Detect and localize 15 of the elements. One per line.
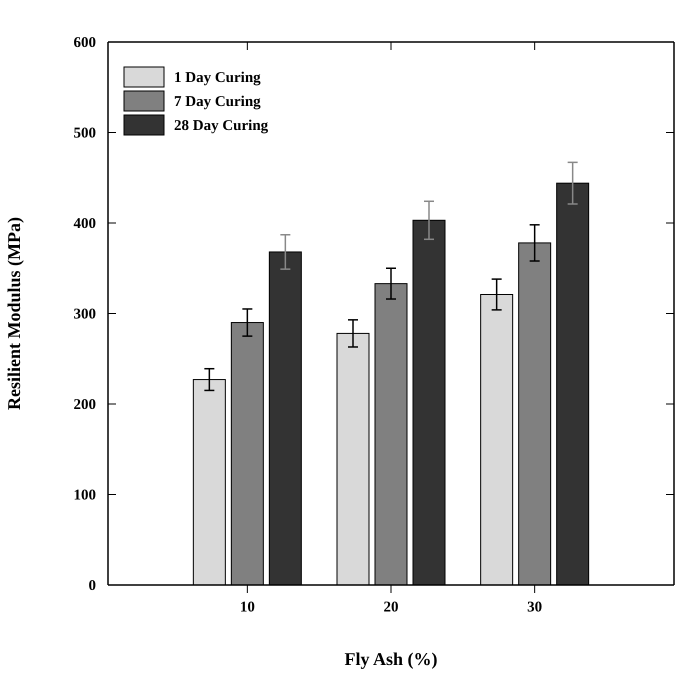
y-tick-label: 600 [74, 34, 96, 51]
legend-label: 7 Day Curing [174, 94, 262, 110]
y-tick-label: 400 [74, 216, 96, 232]
x-tick-label: 10 [240, 600, 255, 616]
y-tick-label: 200 [74, 396, 96, 413]
x-axis-title: Fly Ash (%) [344, 649, 438, 669]
y-tick-label: 100 [74, 487, 96, 504]
legend-label: 28 Day Curing [174, 118, 269, 134]
y-tick-label: 500 [74, 125, 96, 142]
x-tick-label: 20 [384, 600, 398, 616]
y-axis-title: Resilient Modulus (MPa) [4, 217, 24, 410]
y-tick-label: 300 [74, 306, 96, 322]
y-tick-label: 0 [88, 578, 96, 594]
legend-label: 1 Day Curing [174, 70, 262, 86]
x-tick-label: 30 [527, 600, 542, 616]
